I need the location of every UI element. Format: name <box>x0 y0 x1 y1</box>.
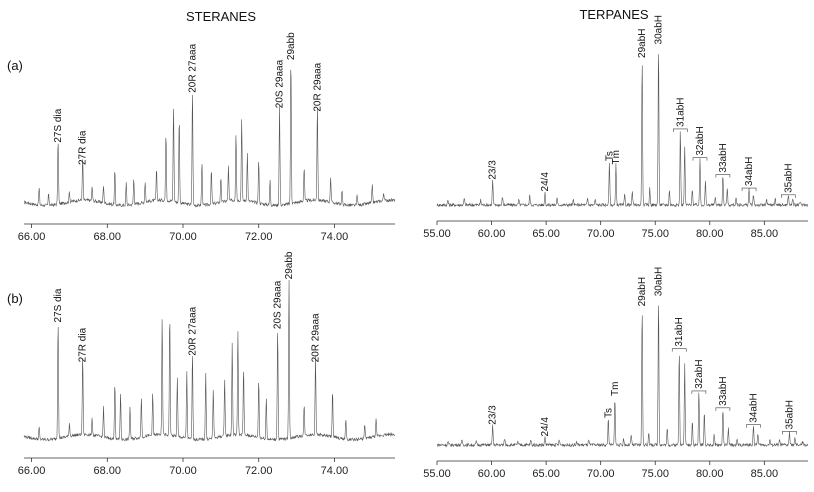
terpanes-b-peak-label: Ts <box>603 408 614 418</box>
terpanes-b-tick-label: 85.00 <box>751 468 779 480</box>
steranes-a-peak-label: 20S 29aaa <box>275 59 286 108</box>
terpanes-b-peak-label: 34abH <box>748 393 759 422</box>
terpanes-b-peak-label: 32abH <box>694 359 705 388</box>
terpanes-a-tick-label: 80.00 <box>696 228 724 240</box>
steranes-a-tick-label: 74.00 <box>321 231 349 243</box>
steranes-a-peak-label: 20R 29aaa <box>312 62 323 111</box>
steranes-a-tick-label: 68.00 <box>94 231 122 243</box>
terpanes-b-peak-label: 29abH <box>637 277 648 306</box>
steranes-b-peak-label: 20S 29aaa <box>273 280 284 329</box>
terpanes-b-peak-label: 35abH <box>784 400 795 429</box>
steranes-a-peak-label: 27S dia <box>53 108 64 142</box>
terpanes-a-peak-label: 32abH <box>695 126 706 155</box>
steranes-title: STERANES <box>186 9 256 24</box>
terpanes-b-tick-label: 80.00 <box>696 468 724 480</box>
terpanes-b-peak-bracket <box>715 407 731 411</box>
terpanes-b-peak-label: 33abH <box>718 376 729 405</box>
terpanes-a-tick-label: 65.00 <box>532 228 560 240</box>
terpanes-b-peak-label: 31abH <box>674 317 685 346</box>
terpanes-a-peak-bracket <box>781 194 796 198</box>
row-label-b: (b) <box>7 291 23 306</box>
steranes-b-tick-label: 74.00 <box>321 465 349 477</box>
terpanes-a-tick-label: 70.00 <box>587 228 615 240</box>
steranes-a-tick-label: 70.00 <box>169 231 197 243</box>
terpanes-b-peak-label: 30abH <box>654 267 665 296</box>
steranes-b-tick-label: 72.00 <box>245 465 273 477</box>
terpanes-b-peak-label: 24/4 <box>540 417 551 437</box>
terpanes-a-tick-label: 75.00 <box>641 228 669 240</box>
terpanes-a-panel: 55.00 60.00 65.00 70.00 75.00 80.00 85.00 23/3 2… <box>423 15 809 240</box>
terpanes-b-tick-label: 55.00 <box>423 468 451 480</box>
terpanes-b-peak-label: Tm <box>610 382 621 396</box>
steranes-a-peak-label: 27R dia <box>78 130 89 165</box>
terpanes-a-peak-label: Ts <box>604 151 615 161</box>
terpanes-a-peak-bracket <box>715 174 731 178</box>
terpanes-title: TERPANES <box>579 7 648 22</box>
terpanes-a-peak-label: 29abH <box>637 29 648 58</box>
terpanes-b-tick-label: 75.00 <box>641 468 669 480</box>
terpanes-b-tick-label: 70.00 <box>587 468 615 480</box>
steranes-a-tick-label: 66.00 <box>18 231 46 243</box>
terpanes-a-peak-label: 33abH <box>718 143 729 172</box>
steranes-b-tick-label: 70.00 <box>169 465 197 477</box>
steranes-b-peak-label: 29abb <box>284 251 295 279</box>
steranes-a-peak-label: 20R 27aaa <box>187 43 198 92</box>
steranes-b-tick-label: 68.00 <box>94 465 122 477</box>
terpanes-a-peak-label: 23/3 <box>488 160 499 180</box>
terpanes-a-peak-bracket <box>692 157 708 161</box>
terpanes-a-peak-label: 30abH <box>654 15 665 44</box>
terpanes-a-peak-bracket <box>673 128 688 132</box>
terpanes-a-tick-label: 60.00 <box>478 228 506 240</box>
terpanes-a-trace <box>436 54 809 208</box>
steranes-a-tick-label: 72.00 <box>245 231 273 243</box>
row-label-a: (a) <box>7 58 23 73</box>
steranes-b-panel: 66.00 68.00 70.00 72.00 74.00 27S dia 27R dia 2… <box>18 251 396 477</box>
terpanes-a-peak-bracket <box>741 187 757 192</box>
terpanes-b-peak-bracket <box>671 348 687 352</box>
steranes-a-panel: 66.00 68.00 70.00 72.00 74.00 27S dia 27R dia 2… <box>18 32 396 243</box>
terpanes-b-peak-bracket <box>691 390 707 394</box>
steranes-b-peak-label: 27S dia <box>53 288 64 322</box>
terpanes-b-tick-label: 60.00 <box>478 468 506 480</box>
terpanes-b-trace <box>436 305 809 448</box>
steranes-a-trace <box>23 69 396 208</box>
terpanes-a-peak-label: 24/4 <box>540 172 551 192</box>
steranes-b-trace <box>23 279 396 442</box>
terpanes-a-peak-label: Tm <box>611 150 622 164</box>
terpanes-b-panel: 55.00 60.00 65.00 70.00 75.00 80.00 85.00 23/3 2… <box>423 267 809 480</box>
terpanes-a-tick-label: 85.00 <box>751 228 779 240</box>
terpanes-a-peak-label: 35abH <box>783 163 794 192</box>
terpanes-b-tick-label: 65.00 <box>532 468 560 480</box>
steranes-b-tick-label: 66.00 <box>18 465 46 477</box>
terpanes-b-peak-bracket <box>782 431 797 435</box>
steranes-b-peak-label: 27R dia <box>78 327 89 362</box>
steranes-b-peak-label: 20R 27aaa <box>187 306 198 355</box>
terpanes-a-peak-label: 34abH <box>744 157 755 186</box>
steranes-a-peak-label: 29abb <box>286 32 297 60</box>
terpanes-b-peak-bracket <box>746 424 761 428</box>
terpanes-b-peak-label: 23/3 <box>488 405 499 425</box>
steranes-b-peak-label: 20R 29aaa <box>311 313 322 362</box>
terpanes-a-tick-label: 55.00 <box>423 228 451 240</box>
terpanes-a-peak-label: 31abH <box>675 97 686 126</box>
